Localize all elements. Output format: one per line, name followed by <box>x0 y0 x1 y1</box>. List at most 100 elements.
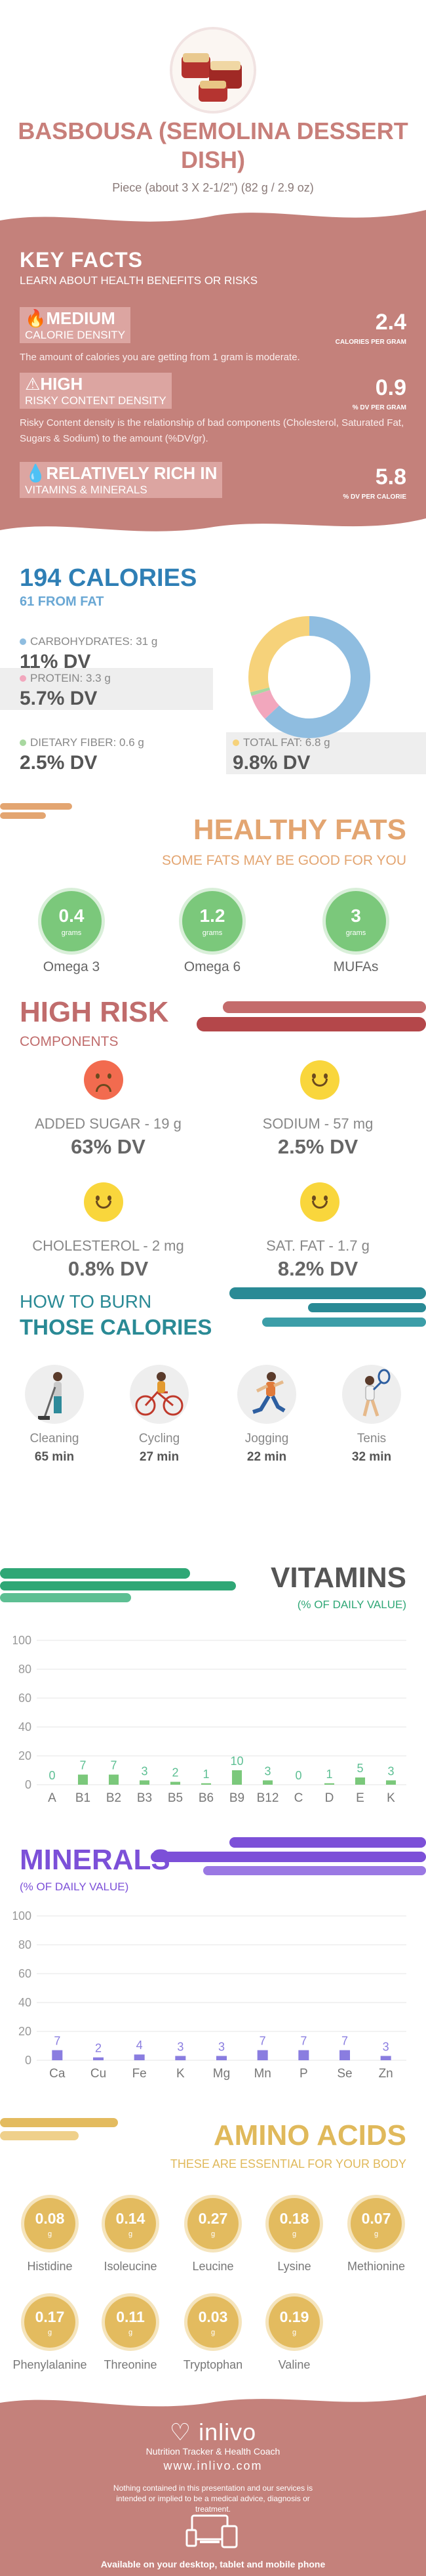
omega6-label: Omega 6 <box>184 959 241 974</box>
burn-calories-section: HOW TO BURN THOSE CALORIES Cleaning 65 m… <box>0 1286 426 1562</box>
risk-subtitle: COMPONENTS <box>20 1034 119 1049</box>
heart-icon: ♡ <box>169 2419 199 2445</box>
bottom-wave <box>0 518 426 538</box>
availability-text: Available on your desktop, tablet and mo… <box>100 2559 326 2569</box>
minerals-subtitle: (% OF DAILY VALUE) <box>20 1880 129 1893</box>
bar-b9 <box>231 1770 242 1785</box>
carbs-dv: 11% DV <box>20 651 91 673</box>
x-tick-label: P <box>300 2067 308 2081</box>
x-tick-label: Ca <box>49 2067 66 2081</box>
calorie-density-block: 🔥MEDIUM CALORIE DENSITY 2.4 CALORIES PER… <box>20 307 406 365</box>
calorie-density-desc: The amount of calories you are getting f… <box>20 352 300 363</box>
amino-valine: 0.19 g Valine <box>255 2296 334 2372</box>
sodium-dv: 2.5% DV <box>277 1135 358 1158</box>
x-tick-label: A <box>48 1791 56 1805</box>
inlivo-logo[interactable]: ♡ inlivo <box>0 2419 426 2446</box>
jogging-icon <box>237 1365 296 1424</box>
website-link[interactable]: www.inlivo.com <box>163 2459 263 2472</box>
happy-face-icon <box>84 1182 123 1222</box>
y-tick-label: 80 <box>18 1663 31 1676</box>
tennis-icon <box>342 1365 401 1424</box>
sat-fat-dv: 8.2% DV <box>277 1257 358 1280</box>
sat-fat-stat: SAT. FAT - 1.7 g 8.2% DV <box>223 1237 413 1281</box>
calorie-density-value: 2.4 CALORIES PER GRAM <box>335 310 406 346</box>
amino-unit: g <box>210 2230 216 2238</box>
omega3-value: 0.4 <box>58 905 85 926</box>
bar-value-label: 7 <box>260 2035 266 2048</box>
cycling-icon <box>130 1365 189 1424</box>
amino-unit: g <box>374 2230 379 2238</box>
fiber-dot <box>20 739 26 746</box>
risk-title: HIGH RISK <box>20 996 169 1028</box>
jogging-minutes: 22 min <box>246 1450 287 1464</box>
grams-unit: grams <box>202 929 223 937</box>
calories-title: 194 CALORIES <box>20 564 197 592</box>
mufas-circle: 3 grams <box>326 891 386 951</box>
vitamins-bar-chart: 0 20 40 60 80 100 0 A 7 B1 7 B2 3 B3 2 B5 1 B6 10 B9 3 B12 0 C 1… <box>13 1634 406 1805</box>
y-tick-label: 60 <box>18 1967 31 1980</box>
bar-mn <box>257 2050 268 2060</box>
bar-value-label: 3 <box>383 2040 389 2053</box>
tennis-minutes: 32 min <box>351 1450 392 1464</box>
amino-name: Histidine <box>27 2260 73 2273</box>
bar-cu <box>93 2057 104 2060</box>
bar-k <box>175 2056 186 2060</box>
y-tick-label: 0 <box>25 1778 31 1791</box>
amino-unit: g <box>47 2329 52 2337</box>
omega6-value: 1.2 <box>199 905 225 926</box>
bar-value-label: 10 <box>230 1755 243 1768</box>
amino-methionine: 0.07 g Methionine <box>337 2198 416 2274</box>
sat-fat-label: SAT. FAT - 1.7 g <box>266 1237 370 1254</box>
fats-subtitle: SOME FATS MAY BE GOOD FOR YOU <box>161 853 406 868</box>
key-facts-section: KEY FACTS LEARN ABOUT HEALTH BENEFITS OR… <box>0 197 426 538</box>
fats-decor-bars <box>0 803 72 819</box>
x-tick-label: Mg <box>213 2067 230 2081</box>
amino-value: 0.17 <box>35 2308 65 2325</box>
x-tick-label: B3 <box>137 1791 152 1805</box>
y-tick-label: 0 <box>25 2054 31 2067</box>
protein-label: PROTEIN: 3.3 g <box>30 672 111 684</box>
y-tick-label: 100 <box>13 1634 31 1647</box>
bar-value-label: 0 <box>48 1769 55 1782</box>
risky-density-block: ⚠HIGH RISKY CONTENT DENSITY 0.9 % DV PER… <box>20 373 406 447</box>
drop-icon: 💧 <box>25 463 47 483</box>
cleaning-icon <box>25 1365 84 1424</box>
cholesterol-stat: CHOLESTEROL - 2 mg 0.8% DV <box>13 1237 203 1281</box>
fiber-label: DIETARY FIBER: 0.6 g <box>30 736 144 749</box>
x-tick-label: Se <box>337 2067 352 2081</box>
amino-name: Isoleucine <box>104 2260 157 2273</box>
amino-unit: g <box>292 2230 297 2238</box>
amino-name: Lysine <box>277 2260 311 2273</box>
bar-b6 <box>201 1783 212 1785</box>
x-tick-label: Mn <box>254 2067 271 2081</box>
risky-density-tag: ⚠HIGH RISKY CONTENT DENSITY <box>20 373 172 409</box>
amino-decor-bars <box>0 2118 118 2140</box>
bar-k <box>385 1780 397 1785</box>
amino-value: 0.19 <box>279 2308 309 2325</box>
bar-value-label: 3 <box>177 2040 184 2053</box>
key-facts-subtitle: LEARN ABOUT HEALTH BENEFITS OR RISKS <box>20 274 258 287</box>
sodium-stat: SODIUM - 57 mg 2.5% DV <box>223 1115 413 1159</box>
risky-density-level: HIGH <box>40 374 83 394</box>
minerals-section: MINERALS (% OF DAILY VALUE) 0 20 40 60 80 100… <box>0 1831 426 2106</box>
cholesterol-dv: 0.8% DV <box>68 1257 149 1280</box>
footer-wave <box>0 2386 426 2407</box>
cleaning-label: Cleaning <box>29 1432 79 1445</box>
mufas-label: MUFAs <box>333 959 379 974</box>
x-tick-label: Fe <box>132 2067 147 2081</box>
amino-tryptophan: 0.03 g Tryptophan <box>174 2296 252 2372</box>
y-tick-label: 100 <box>13 1909 31 1922</box>
activity-tennis: Tenis 32 min <box>329 1365 414 1465</box>
serving-size: Piece (about 3 X 2-1/2") (82 g / 2.9 oz) <box>112 181 314 194</box>
fat-bg <box>226 732 426 774</box>
minerals-title: MINERALS <box>20 1844 170 1876</box>
devices-icon <box>185 2514 238 2548</box>
vitamins-density-tag: 💧RELATIVELY RICH IN VITAMINS & MINERALS <box>20 462 223 498</box>
minerals-bar-chart: 0 20 40 60 80 100 7 Ca 2 Cu 4 Fe 3 K 3 Mg 7 Mn 7 P 7 Se 3 Zn <box>13 1909 406 2081</box>
amino-name: Tryptophan <box>183 2358 243 2371</box>
amino-value: 0.27 <box>198 2210 228 2227</box>
carbs-label: CARBOHYDRATES: 31 g <box>30 635 158 648</box>
x-tick-label: Zn <box>379 2067 393 2081</box>
footer: ♡ inlivo Nutrition Tracker & Health Coac… <box>0 2386 426 2576</box>
y-tick-label: 40 <box>18 1996 31 2009</box>
